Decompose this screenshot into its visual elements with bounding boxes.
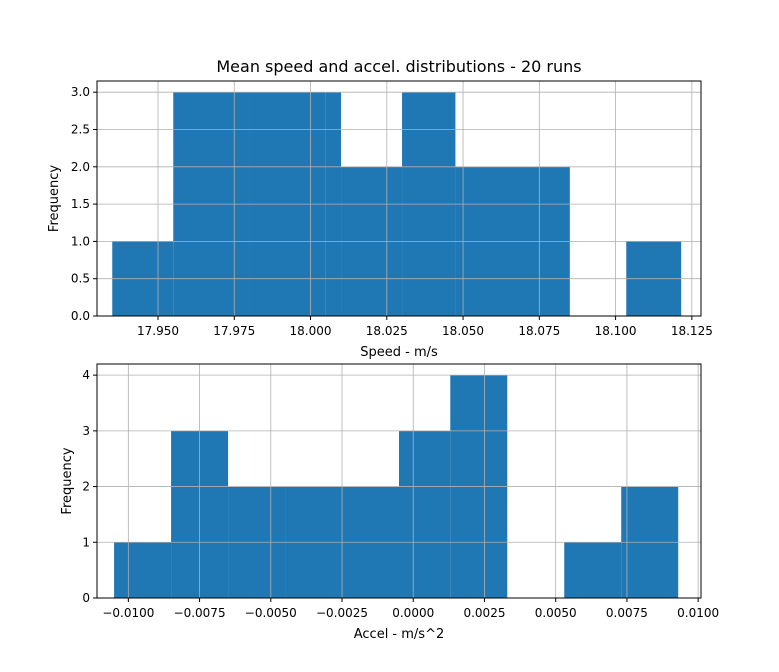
accel-xtick-label: 0.0075 bbox=[606, 606, 648, 620]
accel-ytick-label: 2 bbox=[82, 480, 90, 494]
speed-xtick-label: 18.000 bbox=[290, 324, 332, 338]
speed-ytick-label: 1.5 bbox=[71, 197, 90, 211]
accel-ytick-label: 4 bbox=[82, 368, 90, 382]
speed-ytick-label: 2.0 bbox=[71, 160, 90, 174]
speed-xtick-label: 17.975 bbox=[213, 324, 255, 338]
accel-xtick-label: −0.0025 bbox=[316, 606, 368, 620]
speed-xtick-label: 18.050 bbox=[442, 324, 484, 338]
chart-title: Mean speed and accel. distributions - 20… bbox=[216, 57, 581, 76]
speed-ytick-label: 1.0 bbox=[71, 234, 90, 248]
speed-histogram-panel: 17.950 17.975 18.000 18.025 18.050 18.075 18.1… bbox=[47, 57, 713, 360]
speed-axes-frame bbox=[96, 80, 702, 317]
speed-ytick-label: 0.0 bbox=[71, 309, 90, 323]
speed-xtick-label: 18.025 bbox=[366, 324, 408, 338]
accel-ytick-label: 3 bbox=[82, 424, 90, 438]
accel-xtick-label: −0.0100 bbox=[102, 606, 154, 620]
speed-xtick-label: 17.950 bbox=[137, 324, 179, 338]
accel-axes-frame bbox=[96, 363, 702, 599]
accel-y-axis-label: Frequency bbox=[60, 447, 75, 514]
accel-xtick-label: 0.0000 bbox=[392, 606, 434, 620]
accel-histogram-panel: −0.0100 −0.0075 −0.0050 −0.0025 0.0000 0.0025… bbox=[60, 363, 719, 642]
accel-bar bbox=[564, 542, 622, 598]
accel-x-axis-label: Accel - m/s^2 bbox=[354, 627, 445, 642]
accel-ytick-label: 1 bbox=[82, 535, 90, 549]
accel-xtick-label: −0.0050 bbox=[245, 606, 297, 620]
speed-x-axis-label: Speed - m/s bbox=[360, 345, 438, 360]
speed-xtick-label: 18.125 bbox=[671, 324, 713, 338]
accel-bar bbox=[399, 430, 451, 598]
speed-ytick-label: 0.5 bbox=[71, 272, 90, 286]
accel-xtick-label: −0.0075 bbox=[174, 606, 226, 620]
accel-bar bbox=[114, 542, 172, 598]
speed-xtick-label: 18.100 bbox=[595, 324, 637, 338]
speed-ytick-label: 3.0 bbox=[71, 85, 90, 99]
accel-xtick-label: 0.0050 bbox=[535, 606, 577, 620]
speed-ytick-label: 2.5 bbox=[71, 122, 90, 136]
accel-xtick-label: 0.0100 bbox=[677, 606, 719, 620]
speed-xtick-label: 18.075 bbox=[518, 324, 560, 338]
speed-y-axis-label: Frequency bbox=[47, 165, 62, 232]
accel-ytick-label: 0 bbox=[82, 591, 90, 605]
accel-xtick-label: 0.0025 bbox=[463, 606, 505, 620]
